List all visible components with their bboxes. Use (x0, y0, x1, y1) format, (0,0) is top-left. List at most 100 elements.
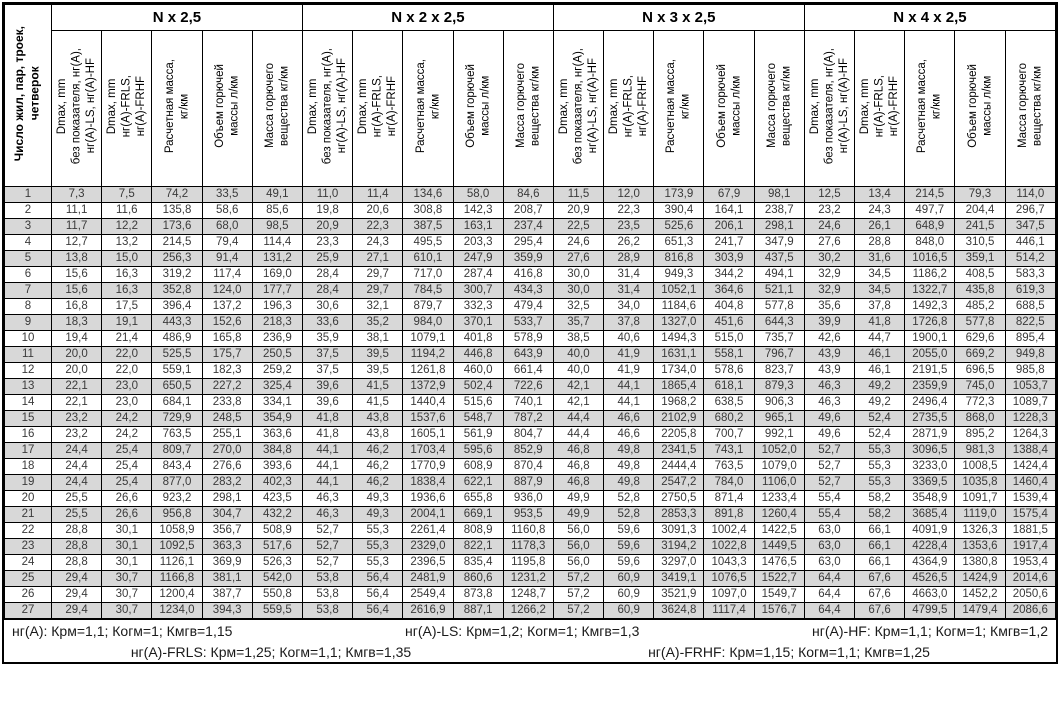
table-cell: 2750,5 (653, 490, 705, 507)
table-cell: 12,7 (50, 234, 103, 251)
column-header-label: Dmax, mm без показателя, нг(А), нг(А)-LS… (557, 47, 599, 165)
table-cell: 165,8 (201, 330, 253, 347)
table-cell: 43,8 (352, 410, 404, 427)
table-row: 5 13,8 15,0 256,3 91,4 131,2 25,9 27,1 610,1 247,… (4, 250, 1057, 267)
table-cell: 49,2 (853, 378, 906, 395)
table-cell: 1178,3 (502, 538, 554, 555)
group-header-label: N x 2,5 (152, 9, 202, 26)
table-cell: 1388,4 (1004, 442, 1057, 459)
table-cell: 49,6 (803, 410, 856, 427)
table-cell: 233,8 (201, 394, 253, 411)
table-cell: 638,5 (703, 394, 755, 411)
table-cell: 55,3 (352, 538, 404, 555)
table-cell: 497,7 (904, 202, 956, 219)
table-cell: 55,3 (853, 442, 906, 459)
table-cell: 12,0 (603, 186, 655, 203)
table-cell: 237,4 (502, 218, 554, 235)
table-cell: 643,9 (502, 346, 554, 363)
table-cell: 608,9 (452, 458, 504, 475)
row-number-cell: 2 (4, 202, 52, 219)
table-cell: 64,4 (803, 602, 856, 619)
table-cell: 53,8 (301, 570, 354, 587)
table-row: 4 12,7 13,2 214,5 79,4 114,4 23,3 24,3 495,5 203,… (4, 234, 1057, 251)
table-cell: 2086,6 (1004, 602, 1057, 619)
table-cell: 59,6 (603, 538, 655, 555)
table-cell: 688,5 (1004, 298, 1057, 315)
table-cell: 610,1 (402, 250, 454, 267)
table-cell: 906,3 (753, 394, 805, 411)
table-cell: 39,6 (301, 394, 354, 411)
table-cell: 485,2 (954, 298, 1006, 315)
column-header-label: Расчетная масса, кг/км (916, 58, 943, 154)
table-row: 8 16,8 17,5 396,4 137,2 196,3 30,6 32,1 879,7 332… (4, 298, 1057, 315)
table-cell: 650,5 (151, 378, 203, 395)
table-cell: 23,3 (301, 234, 354, 251)
column-header-5: Масса горючего вещества кг/км (753, 30, 805, 187)
table-cell: 46,2 (352, 474, 404, 491)
table-cell: 740,1 (502, 394, 554, 411)
table-cell: 250,5 (251, 346, 303, 363)
table-cell: 1900,1 (904, 330, 956, 347)
table-cell: 1248,7 (502, 586, 554, 603)
table-cell: 40,6 (603, 330, 655, 347)
table-cell: 1322,7 (904, 282, 956, 299)
table-cell: 34,0 (603, 298, 655, 315)
table-cell: 3419,1 (653, 570, 705, 587)
footer-line-2: нг(А)-FRLS: Крм=1,25; Когм=1,1; Кмгв=1,3… (4, 641, 1056, 662)
table-cell: 55,3 (352, 554, 404, 571)
column-header-label: Dmax, mm нг(А)-FRLS, нг(А)-FRHF (106, 74, 147, 138)
table-cell: 809,7 (151, 442, 203, 459)
table-cell: 29,4 (50, 586, 103, 603)
table-header: Число жил, пар, троек, четверок N x 2,5 N … (4, 4, 1057, 187)
table-cell: 4526,5 (904, 570, 956, 587)
table-cell: 729,9 (151, 410, 203, 427)
table-cell: 7,3 (50, 186, 103, 203)
table-cell: 30,0 (552, 282, 605, 299)
table-cell: 1016,5 (904, 250, 956, 267)
table-cell: 1449,5 (753, 538, 805, 555)
table-cell: 1631,1 (653, 346, 705, 363)
table-cell: 46,8 (552, 442, 605, 459)
table-cell: 23,5 (603, 218, 655, 235)
table-row: 6 15,6 16,3 319,2 117,4 169,0 28,4 29,7 717,0 287… (4, 266, 1057, 283)
table-cell: 19,1 (101, 314, 153, 331)
table-cell: 1079,1 (402, 330, 454, 347)
column-header-label: Dmax, mm нг(А)-FRLS, нг(А)-FRHF (608, 74, 649, 138)
table-row: 9 18,3 19,1 443,3 152,6 218,3 33,6 35,2 984,0 370… (4, 314, 1057, 331)
table-cell: 49,3 (352, 490, 404, 507)
table-cell: 2205,8 (653, 426, 705, 443)
table-cell: 2444,4 (653, 458, 705, 475)
table-cell: 25,4 (101, 474, 153, 491)
table-cell: 26,6 (101, 490, 153, 507)
table-cell: 396,4 (151, 298, 203, 315)
table-cell: 32,5 (552, 298, 605, 315)
table-cell: 236,9 (251, 330, 303, 347)
table-cell: 25,5 (50, 506, 103, 523)
table-cell: 446,8 (452, 346, 504, 363)
table-cell: 369,9 (201, 554, 253, 571)
table-cell: 175,7 (201, 346, 253, 363)
table-cell: 64,4 (803, 570, 856, 587)
table-cell: 356,7 (201, 522, 253, 539)
table-cell: 27,1 (352, 250, 404, 267)
table-cell: 37,5 (301, 346, 354, 363)
table-cell: 182,3 (201, 362, 253, 379)
row-number-cell: 24 (4, 554, 52, 571)
table-row: 26 29,4 30,7 1200,4 387,7 550,8 53,8 56,4 2549,4… (4, 586, 1057, 603)
table-cell: 18,3 (50, 314, 103, 331)
table-cell: 4663,0 (904, 586, 956, 603)
table-row: 7 15,6 16,3 352,8 124,0 177,7 28,4 29,7 784,5 300… (4, 282, 1057, 299)
row-number-cell: 19 (4, 474, 52, 491)
row-number-cell: 3 (4, 218, 52, 235)
table-row: 13 22,1 23,0 650,5 227,2 325,4 39,6 41,5 1372,9 5… (4, 378, 1057, 395)
table-cell: 1194,2 (402, 346, 454, 363)
table-cell: 3194,2 (653, 538, 705, 555)
table-cell: 1091,7 (954, 490, 1006, 507)
table-cell: 31,4 (603, 266, 655, 283)
table-cell: 66,1 (853, 538, 906, 555)
table-cell: 40,0 (552, 346, 605, 363)
table-cell: 548,7 (452, 410, 504, 427)
table-cell: 1052,0 (753, 442, 805, 459)
table-cell: 743,1 (703, 442, 755, 459)
row-number-cell: 12 (4, 362, 52, 379)
